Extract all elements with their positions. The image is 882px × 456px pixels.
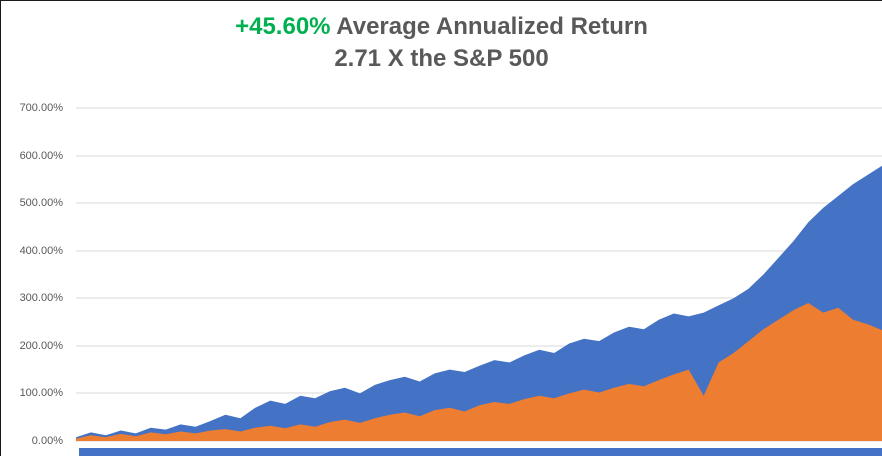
y-axis-tick-700: 700.00% (19, 102, 63, 114)
area-series-group (76, 165, 882, 441)
y-axis-tick-200: 200.00% (19, 340, 63, 352)
title-line-1: +45.60% Average Annualized Return (1, 11, 882, 43)
title-line-2: 2.71 X the S&P 500 (334, 45, 549, 73)
chart-title: +45.60% Average Annualized Return 2.71 X… (1, 11, 882, 76)
y-axis-tick-500: 500.00% (19, 197, 63, 209)
y-axis-tick-100: 100.00% (19, 387, 63, 399)
y-axis-tick-0: 0.00% (31, 435, 63, 447)
blue-area-series (76, 165, 882, 441)
orange-area-series (76, 303, 882, 441)
title-text: Average Annualized Return (330, 13, 648, 40)
y-axis-tick-300: 300.00% (19, 292, 63, 304)
return-percentage-highlight: +45.60% (235, 13, 331, 40)
y-axis-tick-400: 400.00% (19, 245, 63, 257)
y-axis-tick-600: 600.00% (19, 150, 63, 162)
bottom-bar (79, 448, 882, 456)
